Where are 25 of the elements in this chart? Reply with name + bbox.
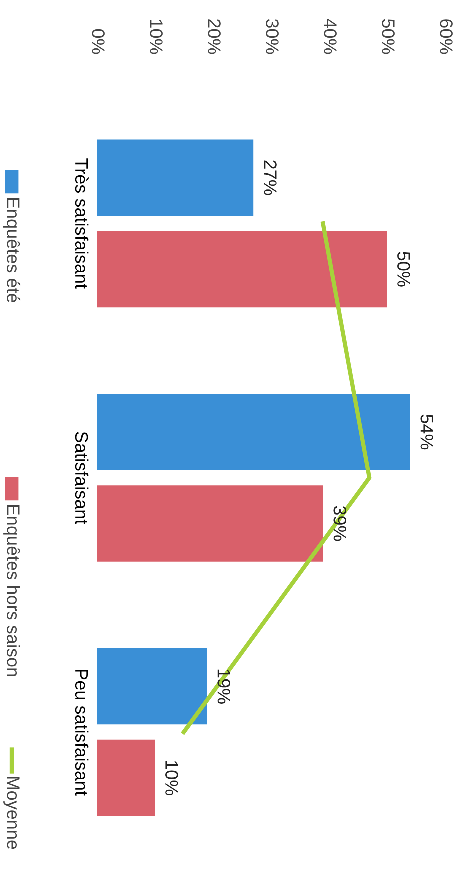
data-label: 10%: [166, 761, 178, 796]
data-label: 19%: [218, 670, 231, 704]
legend-label: Moyenne: [4, 777, 20, 850]
x-tick-label: 40%: [324, 19, 337, 54]
legend-label: Enquêtes hors saison: [4, 505, 20, 676]
y-tick-label: Peu satisfaisant: [75, 670, 89, 796]
x-tick-label: 20%: [208, 20, 221, 54]
bar: [97, 394, 410, 470]
legend-label: Enquêtes été: [3, 198, 21, 303]
x-tick-label: 50%: [382, 19, 395, 54]
data-label: 50%: [398, 252, 410, 287]
y-tick-label: Très satisfaisant: [75, 158, 89, 289]
x-tick-label: 0%: [92, 29, 105, 54]
bar: [97, 740, 155, 816]
bar: [97, 140, 254, 216]
bar: [97, 648, 208, 725]
bar: [97, 231, 387, 308]
data-label: 54%: [420, 414, 434, 450]
x-tick-label: 60%: [440, 20, 453, 54]
x-tick-label: 10%: [150, 20, 163, 54]
y-tick-label: Satisfaisant: [75, 432, 89, 525]
data-label: 27%: [264, 160, 277, 196]
bar: [97, 486, 324, 562]
data-label: 39%: [334, 506, 347, 542]
x-tick-label: 30%: [266, 19, 279, 54]
